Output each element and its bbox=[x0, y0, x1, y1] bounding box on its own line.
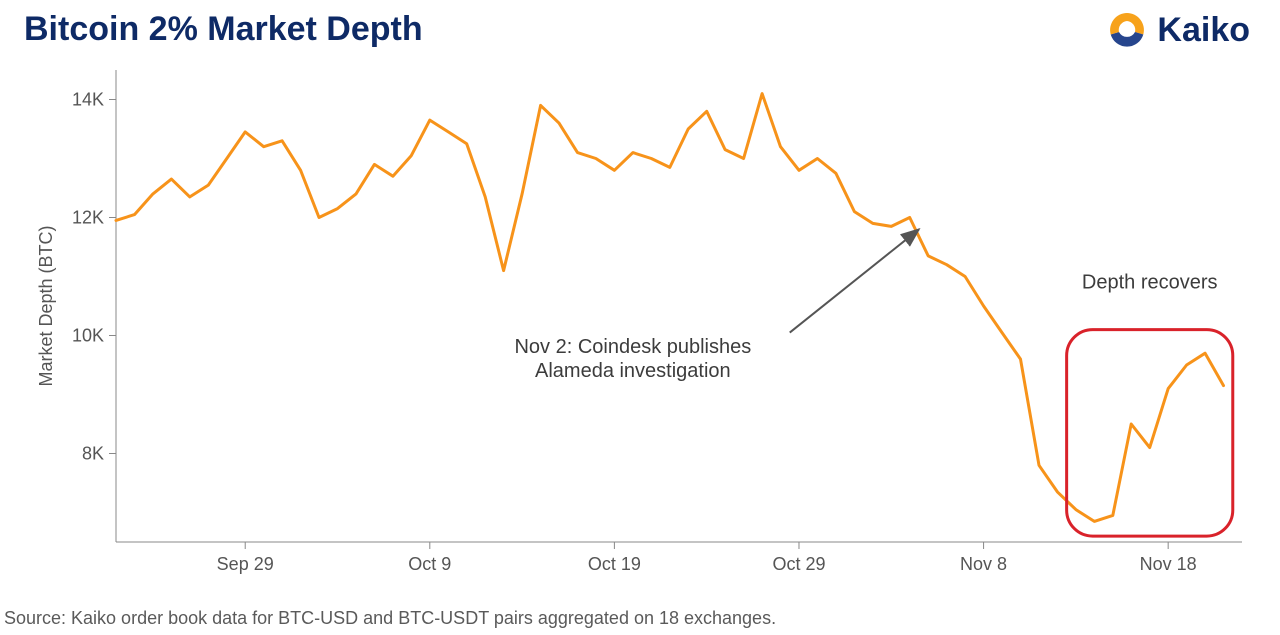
x-tick-label: Nov 18 bbox=[1140, 554, 1197, 574]
x-tick-label: Nov 8 bbox=[960, 554, 1007, 574]
x-tick-label: Oct 19 bbox=[588, 554, 641, 574]
y-tick-label: 14K bbox=[72, 90, 104, 110]
kaiko-icon bbox=[1107, 10, 1147, 50]
annotation-arrow bbox=[790, 229, 919, 332]
highlight-label: Depth recovers bbox=[1082, 271, 1218, 293]
x-tick-label: Sep 29 bbox=[217, 554, 274, 574]
annotation-text: Nov 2: Coindesk publishes bbox=[514, 336, 751, 358]
y-tick-label: 12K bbox=[72, 208, 104, 228]
chart-title: Bitcoin 2% Market Depth bbox=[24, 10, 423, 49]
chart-area: 8K 10K 12K 14K Sep 29 Oct 9 Oct 19 Oct 29 Nov 8 N… bbox=[24, 60, 1256, 600]
y-tick-label: 10K bbox=[72, 326, 104, 346]
brand-name: Kaiko bbox=[1157, 11, 1250, 50]
y-tick-label: 8K bbox=[82, 444, 104, 464]
brand-logo: Kaiko bbox=[1107, 10, 1250, 50]
depth-series-line bbox=[116, 94, 1224, 522]
annotation-text: Alameda investigation bbox=[535, 360, 731, 382]
source-text: Source: Kaiko order book data for BTC-US… bbox=[4, 608, 776, 629]
x-tick-label: Oct 9 bbox=[408, 554, 451, 574]
y-axis-label: Market Depth (BTC) bbox=[36, 225, 56, 386]
x-tick-label: Oct 29 bbox=[772, 554, 825, 574]
